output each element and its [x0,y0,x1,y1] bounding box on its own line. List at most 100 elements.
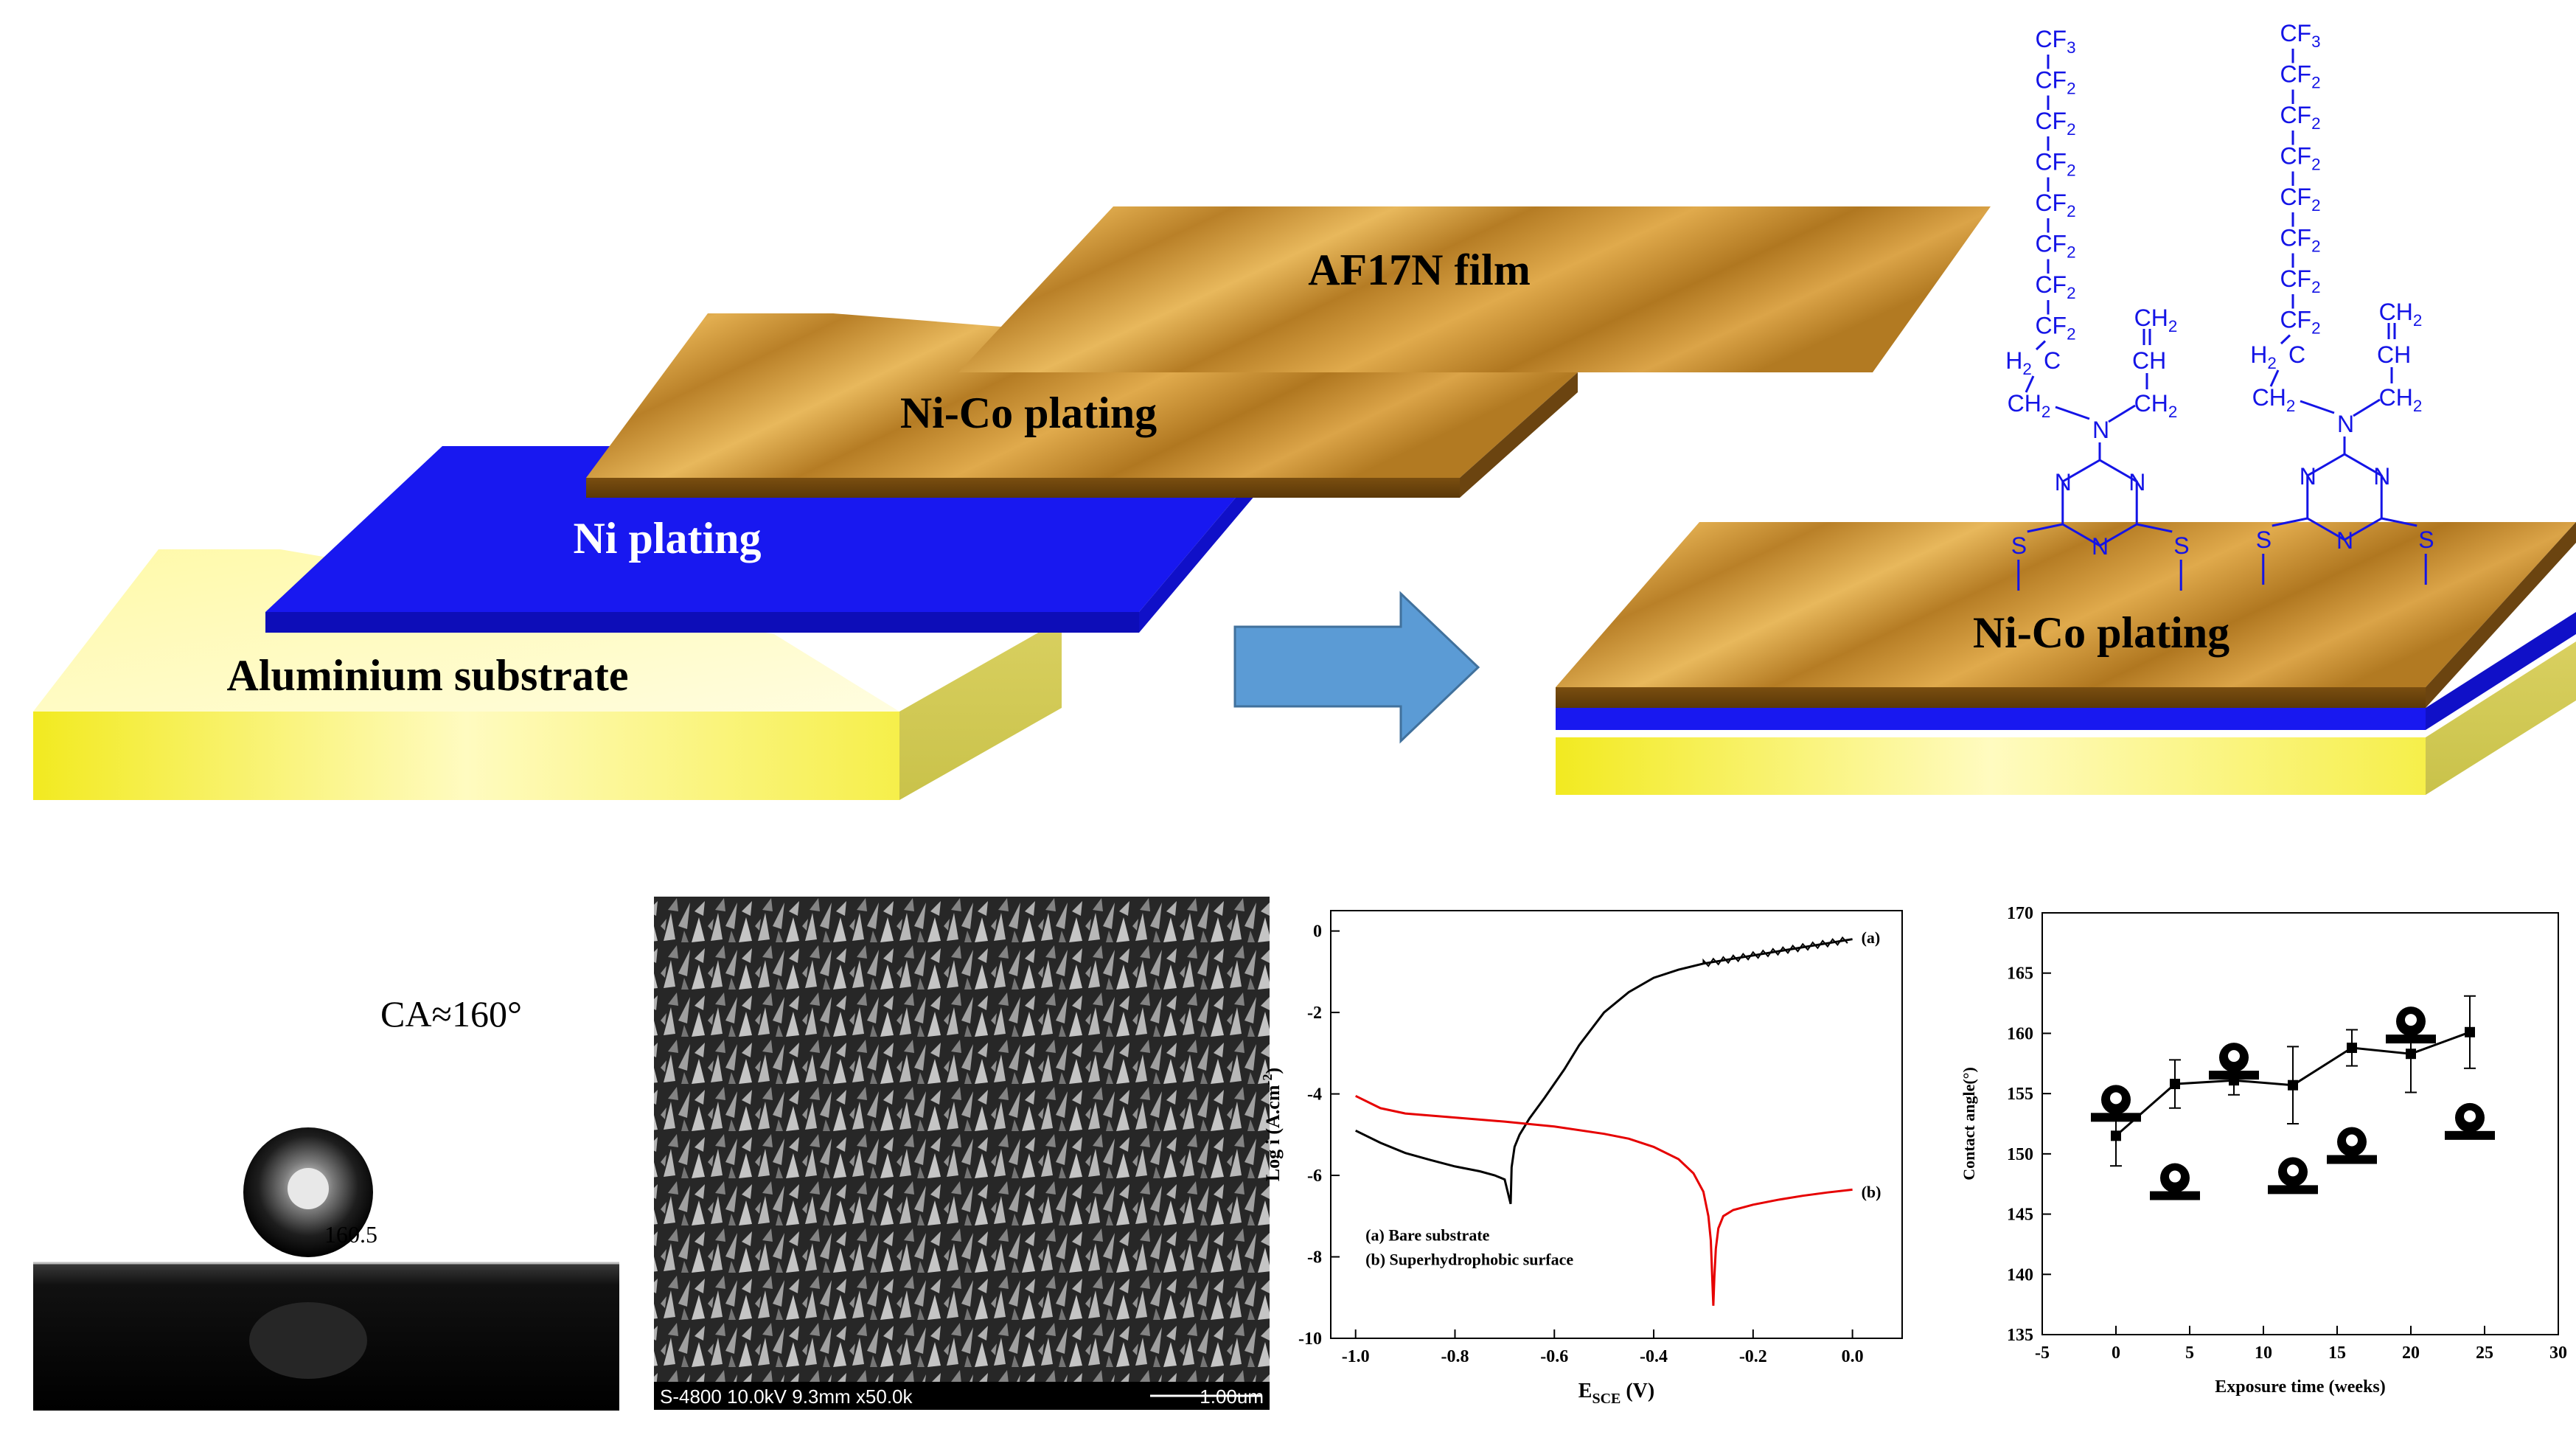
triazine-n: N [2336,527,2353,554]
legend-entry-a: (a) Bare substrate [1365,1225,1489,1244]
thio-s: S [2256,526,2272,553]
droplet-icon [2091,1085,2141,1122]
allyl-ch2-terminal: CH2 [2379,299,2423,330]
y-tick-label: 145 [2007,1206,2033,1225]
x-tick-label: 5 [2185,1343,2194,1363]
y-tick-label: -10 [1298,1329,1322,1349]
y-tick-label: 155 [2007,1085,2033,1104]
polarization-chart: -1.0 -0.8 -0.6 -0.4 -0.2 0.0 0 -2 -4 -6 -8 -10 (a) (b… [1260,910,1903,1407]
x-tick-label: 0.0 [1842,1347,1864,1366]
af17n-label: AF17N film [1308,246,1531,294]
thio-s: S [2011,532,2027,559]
cf2-group: CF2 [2280,184,2320,215]
coated-substrate: Ni-Co plating [1556,522,2576,795]
amine-n: N [2337,411,2354,437]
contact-angle-chart: -5 0 5 10 15 20 25 30 135 140 145 150 155 160 165 170 Ex… [1960,904,2567,1397]
contact-angle-value: 160.5 [324,1221,377,1248]
cf2-group: CF2 [2280,102,2320,133]
x-tick-label: 0 [2112,1343,2120,1363]
layer-stack: AF17N film Ni-Co plating Ni plating Alum… [33,206,1991,800]
ni-plating-label: Ni plating [573,514,761,563]
cf2-group: CF2 [2035,271,2075,302]
cf2-group: CF2 [2035,231,2075,262]
thio-s: S [2173,532,2189,559]
annotation-a: (a) [1862,928,1881,947]
droplet-icon [2150,1163,2200,1200]
legend-entry-b: (b) Superhydrophobic surface [1365,1251,1573,1269]
droplet-photo: 160.5 CA≈160° [33,993,619,1411]
annotation-b: (b) [1862,1183,1881,1201]
y-tick-label: 165 [2007,964,2033,984]
cf2-group: CF2 [2280,61,2320,92]
plot-frame [1330,910,1903,1339]
droplet-icon [2209,1043,2259,1080]
thio-s: S [2418,526,2434,553]
x-axis-label: ESCE (V) [1578,1380,1654,1407]
data-point [2111,1130,2121,1141]
x-tick-label: 25 [2476,1343,2493,1363]
data-point [2170,1079,2180,1090]
cf2-group: CF2 [2280,265,2320,296]
y-tick-label: -6 [1307,1167,1322,1186]
nico-plating-label: Ni-Co plating [900,389,1157,437]
series-line-b [1355,1094,1853,1306]
cf2-group: CF2 [2035,108,2075,139]
aluminium-substrate-label: Aluminium substrate [226,651,628,700]
data-point [2406,1049,2416,1060]
triazine-n: N [2128,469,2145,496]
x-tick-label: 30 [2549,1343,2567,1363]
y-tick-label: 0 [1313,922,1322,942]
cf2-group: CF2 [2280,225,2320,256]
data-point [2347,1043,2357,1054]
droplet-icon [2327,1127,2377,1164]
h2c-carbon: C [2044,347,2061,374]
y-tick-label: -2 [1307,1004,1322,1023]
y-tick-label: 170 [2007,904,2033,923]
allyl-ch2: CH2 [2134,390,2178,421]
ch2-group: CH2 [2252,384,2296,415]
y-tick-label: 150 [2007,1145,2033,1164]
droplet-icon [2445,1102,2495,1140]
y-tick-label: 140 [2007,1265,2033,1284]
x-tick-label: 20 [2402,1343,2420,1363]
h2c-group: H2 [2250,341,2277,372]
y-tick-label: -8 [1307,1248,1322,1268]
data-point [2288,1079,2298,1091]
y-tick-label: 160 [2007,1024,2033,1043]
x-tick-label: -1.0 [1342,1347,1370,1366]
allyl-ch2: CH2 [2379,384,2423,415]
droplet-icon [2386,1006,2436,1044]
y-tick-label: 135 [2007,1326,2033,1345]
nico-plating-result-label: Ni-Co plating [1973,608,2229,657]
cf3-group: CF3 [2280,20,2320,51]
cf3-group: CF3 [2035,26,2075,57]
x-tick-label: -0.4 [1640,1347,1668,1366]
allyl-ch: CH [2132,347,2166,374]
amine-n: N [2092,417,2109,443]
triazine-n: N [2300,463,2316,490]
y-tick-label: -4 [1307,1085,1322,1105]
cf2-group: CF2 [2035,149,2075,180]
h2c-group: H2 [2005,347,2032,378]
ch2-group: CH2 [2008,390,2051,421]
x-tick-label: -0.6 [1540,1347,1568,1366]
data-point [2465,1026,2475,1037]
y-axis-label: Log i (A.cm-2) [1260,1068,1284,1181]
cf2-group: CF2 [2035,313,2075,344]
sem-image: S-4800 10.0kV 9.3mm x50.0k 1.00um [654,897,1270,1410]
y-axis-label: Contact angle(°) [1960,1067,1978,1181]
x-tick-label: 10 [2255,1343,2272,1363]
triazine-n: N [2092,533,2109,560]
allyl-ch2-terminal: CH2 [2134,305,2178,335]
cf2-group: CF2 [2035,67,2075,98]
series-line-a [1355,938,1853,1205]
triazine-n: N [2055,469,2072,496]
cf2-group: CF2 [2280,143,2320,174]
cf2-group: CF2 [2280,307,2320,338]
x-tick-label: -0.8 [1441,1347,1469,1366]
x-tick-label: -5 [2035,1343,2050,1363]
x-tick-label: 15 [2328,1343,2346,1363]
